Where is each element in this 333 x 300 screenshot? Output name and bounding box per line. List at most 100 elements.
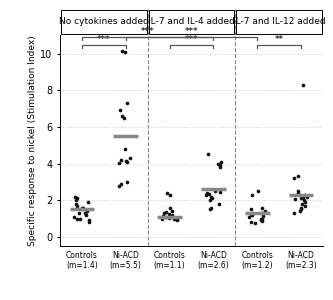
Point [262,209,268,214]
Point [259,216,265,221]
Point [303,200,308,204]
Point [296,174,301,179]
Point [125,159,130,164]
Point [164,190,169,195]
Point [161,213,166,218]
Point [167,205,173,210]
Text: IL-7 and IL-12 added: IL-7 and IL-12 added [233,17,325,26]
Point [218,163,223,168]
FancyBboxPatch shape [236,10,322,34]
Point [300,82,306,87]
Point [72,214,77,219]
Point [207,207,212,212]
Point [209,196,214,201]
Point [174,216,179,221]
Text: No cytokines added: No cytokines added [59,17,149,26]
Text: ***: *** [185,27,198,36]
Point [208,194,213,199]
Point [217,190,223,194]
Point [85,209,90,214]
Point [247,214,252,219]
Point [292,197,298,202]
Point [164,214,169,219]
Point [259,211,264,215]
Point [75,203,80,208]
Point [163,210,168,214]
Point [301,194,306,199]
Point [76,211,82,215]
Point [260,213,266,218]
Point [116,183,122,188]
FancyBboxPatch shape [61,10,147,34]
Point [116,160,121,165]
Point [259,205,265,210]
Point [298,205,304,210]
Point [248,212,254,216]
Point [291,176,297,181]
Point [83,211,88,215]
Text: **: ** [275,35,284,44]
Point [167,215,172,220]
Point [207,198,212,203]
Point [160,216,165,221]
Point [295,189,301,194]
Point [167,192,172,197]
Point [120,113,125,118]
Point [249,192,254,197]
Point [258,217,263,222]
Point [299,202,305,206]
Text: ***: *** [97,35,111,44]
Y-axis label: Specific response to nickel (Stimulation Index): Specific response to nickel (Stimulation… [28,35,37,246]
Point [303,203,308,208]
Point [125,179,130,184]
Point [86,220,92,225]
Point [77,216,83,221]
Point [170,212,175,217]
Point [297,209,303,214]
Point [206,152,211,157]
Point [291,211,296,215]
Point [217,165,222,170]
FancyBboxPatch shape [149,10,234,34]
Point [302,198,307,203]
Point [72,194,78,199]
Point [299,207,304,212]
Point [74,196,80,201]
Point [203,192,209,197]
Point [204,190,209,195]
Point [161,211,166,215]
Point [259,219,264,224]
Point [252,221,258,226]
Point [85,200,90,204]
Text: ***: *** [141,27,155,36]
Point [123,158,129,163]
Point [255,189,261,194]
Point [166,212,171,216]
Point [248,207,253,212]
Point [172,216,177,221]
Point [81,205,86,210]
Text: IL-7 and IL-4 added: IL-7 and IL-4 added [148,17,235,26]
Point [215,161,220,166]
Point [74,216,80,221]
Point [258,218,263,223]
Point [74,198,79,203]
Point [118,181,123,186]
Point [305,195,310,200]
Point [169,209,175,214]
Point [248,220,253,225]
Point [80,205,85,210]
Point [206,191,211,196]
Point [218,159,223,164]
Point [212,189,217,194]
Point [296,190,301,195]
Point [216,202,221,206]
Point [121,116,126,120]
Point [87,218,92,223]
Point [174,218,179,223]
Point [81,207,86,212]
Point [122,146,128,151]
Point [173,217,179,222]
Point [74,202,79,206]
Point [83,212,88,217]
